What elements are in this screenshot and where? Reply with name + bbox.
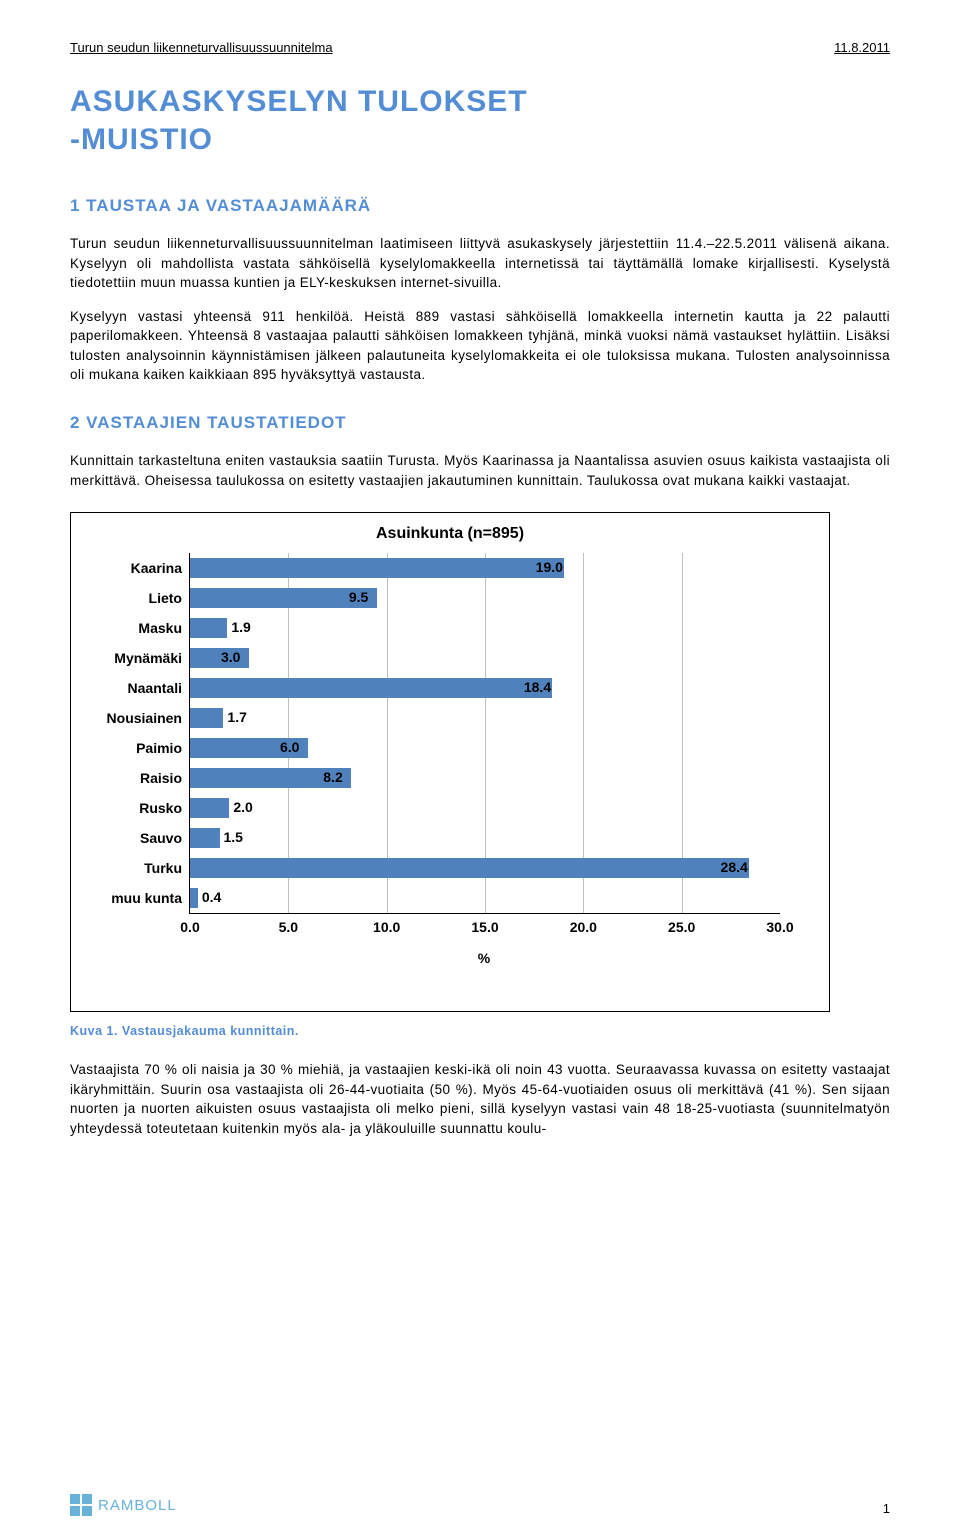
paragraph-2: Kyselyyn vastasi yhteensä 911 henkilöä. … — [70, 307, 890, 385]
logo: RAMBOLL — [70, 1494, 177, 1516]
title-line-1: ASUKASKYSELYN TULOKSET — [70, 85, 528, 118]
figure-caption: Kuva 1. Vastausjakauma kunnittain. — [70, 1024, 890, 1038]
bar-value-label: 2.0 — [233, 799, 252, 815]
category-label: Mynämäki — [90, 648, 182, 668]
title-line-2: -MUISTIO — [70, 123, 213, 156]
bar-value-label: 19.0 — [536, 559, 563, 575]
footer: RAMBOLL 1 — [70, 1494, 890, 1516]
document-header: Turun seudun liikenneturvallisuussuunnit… — [70, 40, 890, 55]
category-label: Rusko — [90, 798, 182, 818]
chart-container: Asuinkunta (n=895) 0.05.010.015.020.025.… — [70, 512, 830, 1012]
paragraph-1: Turun seudun liikenneturvallisuussuunnit… — [70, 234, 890, 293]
category-label: Lieto — [90, 588, 182, 608]
category-label: Nousiainen — [90, 708, 182, 728]
x-axis-label: % — [189, 950, 779, 966]
x-tick: 25.0 — [668, 919, 695, 935]
bar-value-label: 0.4 — [202, 889, 221, 905]
bar-value-label: 1.7 — [227, 709, 246, 725]
bar-value-label: 6.0 — [280, 739, 299, 755]
bar — [190, 558, 564, 578]
section-1-title: 1 TAUSTAA JA VASTAAJAMÄÄRÄ — [70, 196, 890, 216]
category-label: Naantali — [90, 678, 182, 698]
category-label: Turku — [90, 858, 182, 878]
x-tick: 5.0 — [279, 919, 298, 935]
category-label: Raisio — [90, 768, 182, 788]
page-number: 1 — [883, 1501, 890, 1516]
x-tick: 0.0 — [180, 919, 199, 935]
bar — [190, 858, 749, 878]
category-label: Paimio — [90, 738, 182, 758]
x-tick: 20.0 — [570, 919, 597, 935]
paragraph-4: Vastaajista 70 % oli naisia ja 30 % mieh… — [70, 1060, 890, 1138]
paragraph-3: Kunnittain tarkasteltuna eniten vastauks… — [70, 451, 890, 490]
bar-value-label: 3.0 — [221, 649, 240, 665]
bar — [190, 828, 220, 848]
bar — [190, 798, 229, 818]
bar-value-label: 1.5 — [224, 829, 243, 845]
bar-value-label: 9.5 — [349, 589, 368, 605]
bar-value-label: 28.4 — [721, 859, 748, 875]
category-label: Masku — [90, 618, 182, 638]
main-title: ASUKASKYSELYN TULOKSET -MUISTIO — [70, 83, 890, 158]
header-left: Turun seudun liikenneturvallisuussuunnit… — [70, 40, 333, 55]
category-label: muu kunta — [90, 888, 182, 908]
category-label: Sauvo — [90, 828, 182, 848]
section-2-title: 2 VASTAAJIEN TAUSTATIEDOT — [70, 413, 890, 433]
bar — [190, 678, 552, 698]
header-right: 11.8.2011 — [834, 40, 890, 55]
category-label: Kaarina — [90, 558, 182, 578]
x-tick: 15.0 — [471, 919, 498, 935]
x-tick: 10.0 — [373, 919, 400, 935]
bar — [190, 618, 227, 638]
bar-value-label: 1.9 — [231, 619, 250, 635]
chart-title: Asuinkunta (n=895) — [91, 525, 809, 543]
bar-value-label: 8.2 — [323, 769, 342, 785]
x-tick: 30.0 — [766, 919, 793, 935]
bar — [190, 888, 198, 908]
logo-text: RAMBOLL — [98, 1497, 177, 1514]
bar — [190, 708, 223, 728]
plot-area: 0.05.010.015.020.025.030.0Kaarina19.0Lie… — [189, 553, 780, 914]
bar-value-label: 18.4 — [524, 679, 551, 695]
logo-icon — [70, 1494, 92, 1516]
